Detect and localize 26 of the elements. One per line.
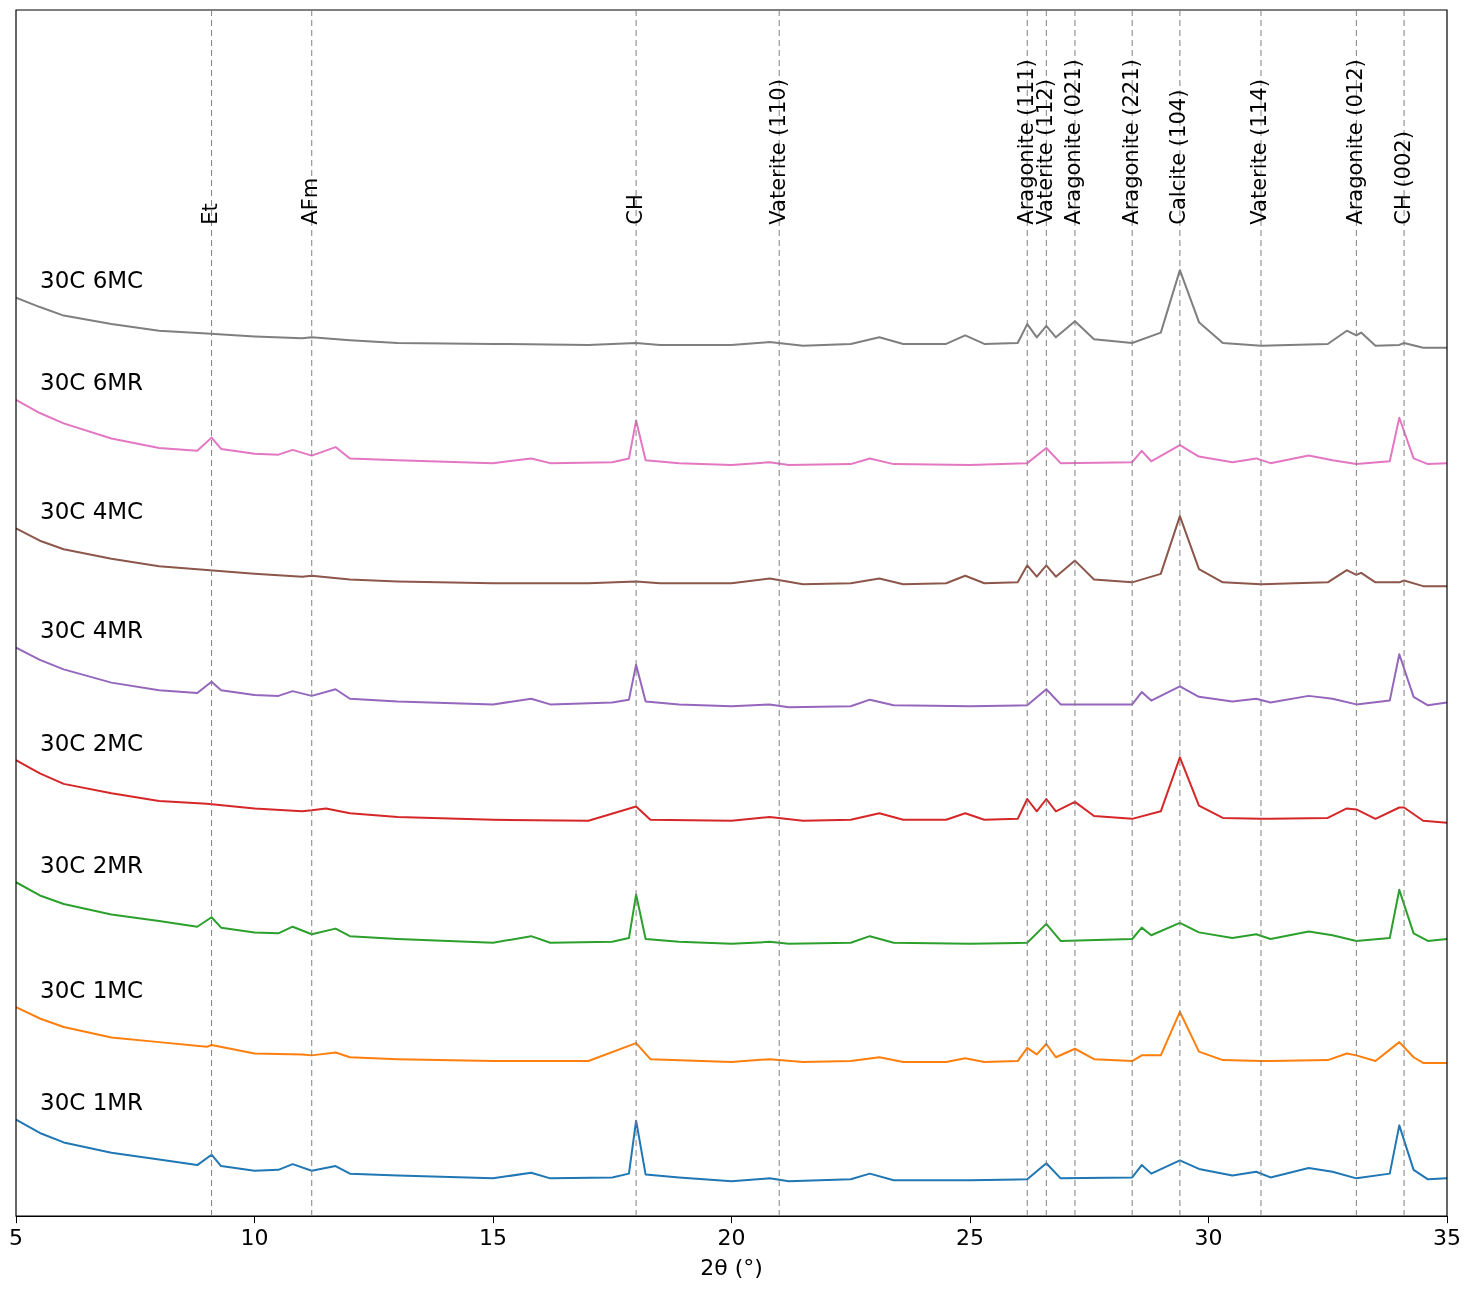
x-tick-label: 30 <box>1194 1225 1223 1251</box>
ref-line-label: CH (002) <box>1390 131 1415 225</box>
series-label: 30C 1MC <box>40 976 144 1003</box>
series-label: 30C 4MR <box>40 617 144 644</box>
x-axis-title: 2θ (°) <box>700 1254 763 1280</box>
series-label: 30C 6MR <box>40 369 144 396</box>
ref-line-label: Aragonite (221) <box>1118 59 1143 225</box>
x-tick-label: 35 <box>1433 1225 1461 1251</box>
ref-line-label: CH <box>622 194 647 225</box>
ref-line-label: Aragonite (021) <box>1061 59 1086 225</box>
ref-line-label: Aragonite (012) <box>1342 59 1367 225</box>
series-label: 30C 2MC <box>40 729 144 756</box>
x-tick-label: 5 <box>9 1225 23 1251</box>
ref-line-label: Calcite (104) <box>1166 89 1191 225</box>
x-tick-label: 20 <box>717 1225 746 1251</box>
x-tick-label: 15 <box>479 1225 507 1251</box>
x-tick-label: 25 <box>956 1225 984 1251</box>
series-label: 30C 6MC <box>40 267 144 294</box>
ref-line-label: AFm <box>298 177 323 225</box>
series-label: 30C 2MR <box>40 851 144 878</box>
ref-line-label: Vaterite (110) <box>765 79 790 225</box>
ref-line-label: Et <box>198 203 223 225</box>
series-label: 30C 4MC <box>40 497 144 524</box>
ref-line-label: Vaterite (114) <box>1247 79 1272 225</box>
x-tick-label: 10 <box>240 1225 269 1251</box>
series-label: 30C 1MR <box>40 1089 144 1116</box>
